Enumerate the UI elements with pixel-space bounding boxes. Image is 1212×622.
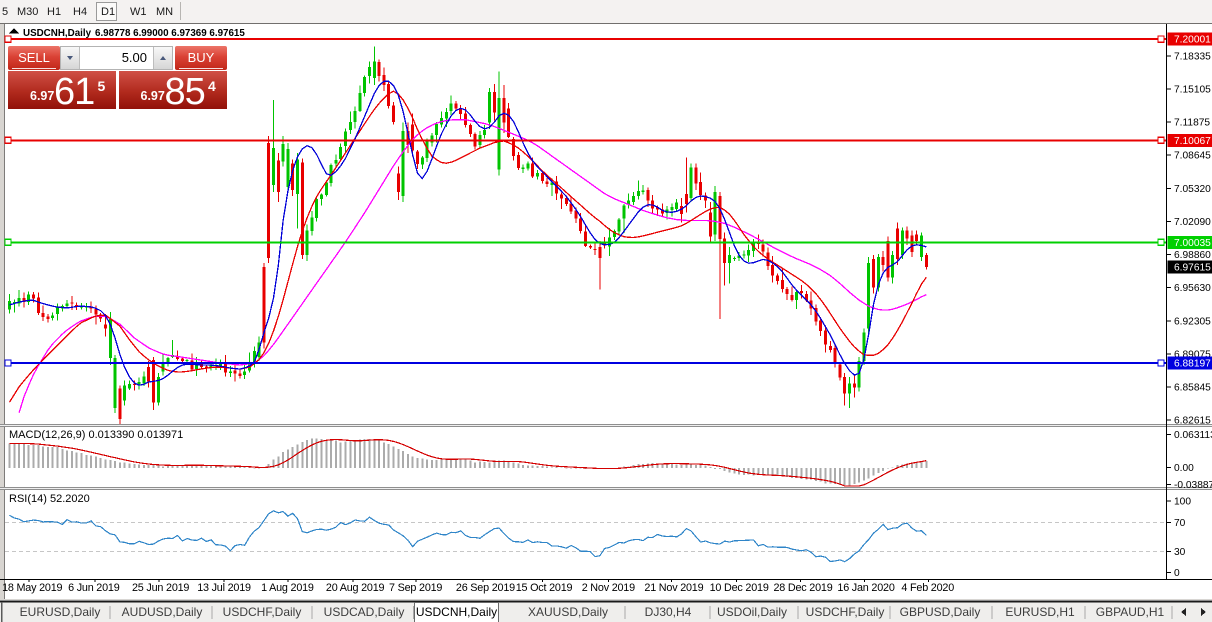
svg-text:0: 0: [1174, 568, 1180, 579]
svg-text:USDCAD,Daily: USDCAD,Daily: [324, 605, 405, 619]
svg-text:USDCNH,Daily: USDCNH,Daily: [23, 28, 92, 39]
svg-text:D1: D1: [101, 6, 115, 18]
svg-text:7.11875: 7.11875: [1174, 117, 1210, 128]
svg-text:7.05320: 7.05320: [1174, 184, 1211, 195]
svg-text:4 Feb 2020: 4 Feb 2020: [901, 582, 954, 594]
svg-text:6.98860: 6.98860: [1174, 250, 1211, 261]
svg-text:2 Nov 2019: 2 Nov 2019: [582, 582, 635, 594]
svg-text:USDCNH,Daily: USDCNH,Daily: [416, 605, 497, 619]
svg-text:28 Dec 2019: 28 Dec 2019: [774, 582, 833, 594]
svg-text:XAUUSD,Daily: XAUUSD,Daily: [528, 605, 608, 619]
svg-text:W1: W1: [130, 6, 147, 18]
svg-text:7.20001: 7.20001: [1174, 35, 1211, 46]
svg-text:10 Dec 2019: 10 Dec 2019: [710, 582, 769, 594]
svg-text:USDCHF,Daily: USDCHF,Daily: [806, 605, 885, 619]
svg-text:100: 100: [1174, 497, 1191, 508]
svg-text:30: 30: [1174, 547, 1186, 558]
svg-text:70: 70: [1174, 518, 1186, 529]
svg-text:6.98778 6.99000 6.97369 6.9761: 6.98778 6.99000 6.97369 6.97615: [95, 28, 245, 39]
svg-text:6.85845: 6.85845: [1174, 382, 1211, 393]
svg-text:-0.038872: -0.038872: [1174, 480, 1212, 491]
svg-text:7.10067: 7.10067: [1174, 136, 1211, 147]
svg-text:USDOil,Daily: USDOil,Daily: [717, 605, 787, 619]
svg-text:6.92305: 6.92305: [1174, 317, 1211, 328]
svg-text:6.97615: 6.97615: [1174, 263, 1211, 274]
svg-text:MACD(12,26,9) 0.013390 0.01397: MACD(12,26,9) 0.013390 0.013971: [9, 429, 183, 441]
svg-text:7 Sep 2019: 7 Sep 2019: [389, 582, 442, 594]
svg-text:7.02090: 7.02090: [1174, 217, 1211, 228]
svg-text:6.88197: 6.88197: [1174, 359, 1211, 370]
svg-text:0.00: 0.00: [1174, 463, 1194, 474]
svg-text:6.82615: 6.82615: [1174, 415, 1211, 426]
svg-text:7.08645: 7.08645: [1174, 150, 1211, 161]
svg-text:6.89075: 6.89075: [1174, 350, 1211, 361]
svg-text:DJ30,H4: DJ30,H4: [645, 605, 692, 619]
svg-text:GBPAUD,H1: GBPAUD,H1: [1096, 605, 1165, 619]
svg-text:RSI(14) 52.2020: RSI(14) 52.2020: [9, 493, 90, 505]
svg-text:6.95630: 6.95630: [1174, 283, 1211, 294]
svg-text:1 Aug 2019: 1 Aug 2019: [261, 582, 314, 594]
svg-text:EURUSD,Daily: EURUSD,Daily: [20, 605, 101, 619]
svg-text:7.15105: 7.15105: [1174, 85, 1211, 96]
svg-text:7.00035: 7.00035: [1174, 238, 1211, 249]
svg-text:16 Jan 2020: 16 Jan 2020: [837, 582, 894, 594]
svg-text:GBPUSD,Daily: GBPUSD,Daily: [900, 605, 981, 619]
svg-text:26 Sep 2019: 26 Sep 2019: [456, 582, 515, 594]
svg-text:20 Aug 2019: 20 Aug 2019: [326, 582, 385, 594]
svg-text:18 May 2019: 18 May 2019: [2, 582, 62, 594]
svg-text:5: 5: [2, 6, 8, 18]
svg-text:USDCHF,Daily: USDCHF,Daily: [223, 605, 302, 619]
svg-text:25 Jun 2019: 25 Jun 2019: [132, 582, 189, 594]
svg-text:6 Jun 2019: 6 Jun 2019: [68, 582, 120, 594]
svg-text:0.063113: 0.063113: [1174, 430, 1212, 441]
svg-text:AUDUSD,Daily: AUDUSD,Daily: [122, 605, 203, 619]
svg-text:13 Jul 2019: 13 Jul 2019: [197, 582, 251, 594]
svg-text:EURUSD,H1: EURUSD,H1: [1005, 605, 1075, 619]
svg-text:H4: H4: [73, 6, 87, 18]
svg-text:M30: M30: [17, 6, 38, 18]
svg-text:MN: MN: [156, 6, 173, 18]
svg-text:7.18335: 7.18335: [1174, 52, 1211, 63]
svg-text:21 Nov 2019: 21 Nov 2019: [644, 582, 703, 594]
svg-text:H1: H1: [47, 6, 61, 18]
svg-text:15 Oct 2019: 15 Oct 2019: [516, 582, 573, 594]
